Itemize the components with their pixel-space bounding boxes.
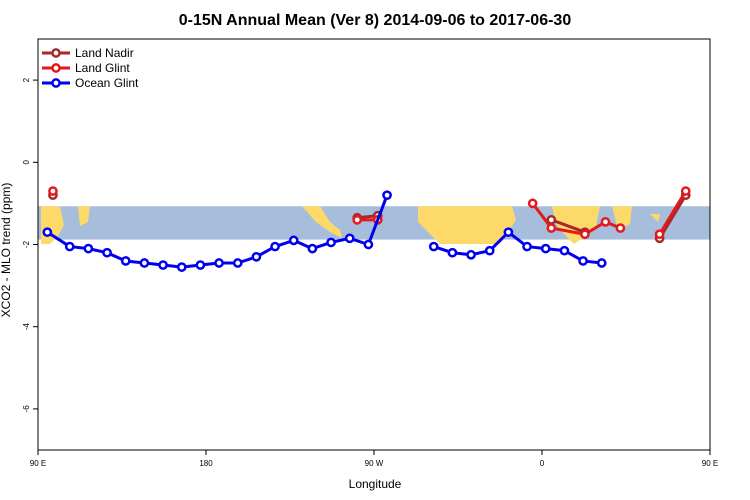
data-point xyxy=(232,258,243,268)
legend-label: Land Nadir xyxy=(75,46,134,60)
data-point xyxy=(363,239,374,250)
x-tick-label: 90 E xyxy=(702,459,718,468)
legend-item: Land Nadir xyxy=(42,46,134,60)
series-line xyxy=(658,194,688,240)
y-axis-label: XCO2 - MLO trend (ppm) xyxy=(0,183,13,318)
legend-label: Land Glint xyxy=(75,61,130,75)
data-point xyxy=(546,223,557,233)
data-point xyxy=(251,251,262,262)
series-layer xyxy=(42,186,691,272)
data-point xyxy=(120,256,131,266)
x-tick-label: 90 W xyxy=(365,459,384,468)
y-tick-label: 2 xyxy=(22,77,31,82)
x-tick-label: 0 xyxy=(540,459,545,468)
legend-label: Ocean Glint xyxy=(75,76,139,90)
data-point xyxy=(580,229,590,240)
chart-title: 0-15N Annual Mean (Ver 8) 2014-09-06 to … xyxy=(179,12,572,29)
x-tick-label: 180 xyxy=(199,459,213,468)
legend-item: Ocean Glint xyxy=(42,76,139,90)
land-patch xyxy=(612,206,632,230)
data-point xyxy=(42,227,53,238)
data-point xyxy=(64,241,75,252)
data-point xyxy=(344,233,355,244)
x-tick-label: 90 E xyxy=(30,459,46,468)
y-tick-label: -6 xyxy=(22,405,31,413)
data-point xyxy=(540,243,551,254)
data-point xyxy=(307,243,318,254)
legend-swatch-marker xyxy=(51,78,61,88)
axes: 90 E 180 90 W 0 90 E 2 0 -2 -4 -6 xyxy=(22,77,718,468)
land-patch xyxy=(302,206,342,238)
data-point xyxy=(522,241,532,252)
data-point xyxy=(176,262,187,272)
x-axis-label: Longitude xyxy=(349,477,402,491)
land-patch xyxy=(552,206,600,244)
legend-item: Land Glint xyxy=(42,61,130,75)
data-point xyxy=(466,249,476,260)
series-ocean-glint xyxy=(42,190,607,272)
land-patch xyxy=(78,206,90,226)
data-point xyxy=(139,258,150,268)
data-point xyxy=(447,247,458,258)
y-tick-label: -2 xyxy=(22,240,31,248)
plot-background xyxy=(38,206,710,244)
data-point xyxy=(288,235,299,246)
land-patch xyxy=(418,206,516,244)
y-tick-label: 0 xyxy=(22,160,31,165)
data-point xyxy=(352,214,363,225)
series-line xyxy=(658,190,688,236)
data-point xyxy=(326,237,336,248)
data-point xyxy=(428,241,439,252)
data-point xyxy=(680,186,691,196)
data-point xyxy=(158,260,168,270)
data-point xyxy=(596,258,607,268)
data-point xyxy=(559,245,570,256)
y-tick-label: -4 xyxy=(22,323,31,331)
data-point xyxy=(578,256,588,266)
data-point xyxy=(654,229,665,240)
series-line xyxy=(433,230,602,265)
data-point xyxy=(382,190,392,201)
data-point xyxy=(600,217,611,227)
data-point xyxy=(270,241,280,252)
data-point xyxy=(503,227,514,238)
data-point xyxy=(214,258,224,268)
data-point xyxy=(48,186,58,196)
data-point xyxy=(195,260,206,270)
data-point xyxy=(527,198,538,209)
legend-swatch-marker xyxy=(51,63,61,73)
legend-swatch-marker xyxy=(51,48,61,58)
plot-frame xyxy=(37,38,711,451)
data-point xyxy=(83,243,94,254)
series-line xyxy=(550,218,586,234)
land-patch xyxy=(650,214,660,222)
data-point xyxy=(615,223,626,233)
data-point xyxy=(102,247,112,258)
data-point xyxy=(484,245,495,256)
